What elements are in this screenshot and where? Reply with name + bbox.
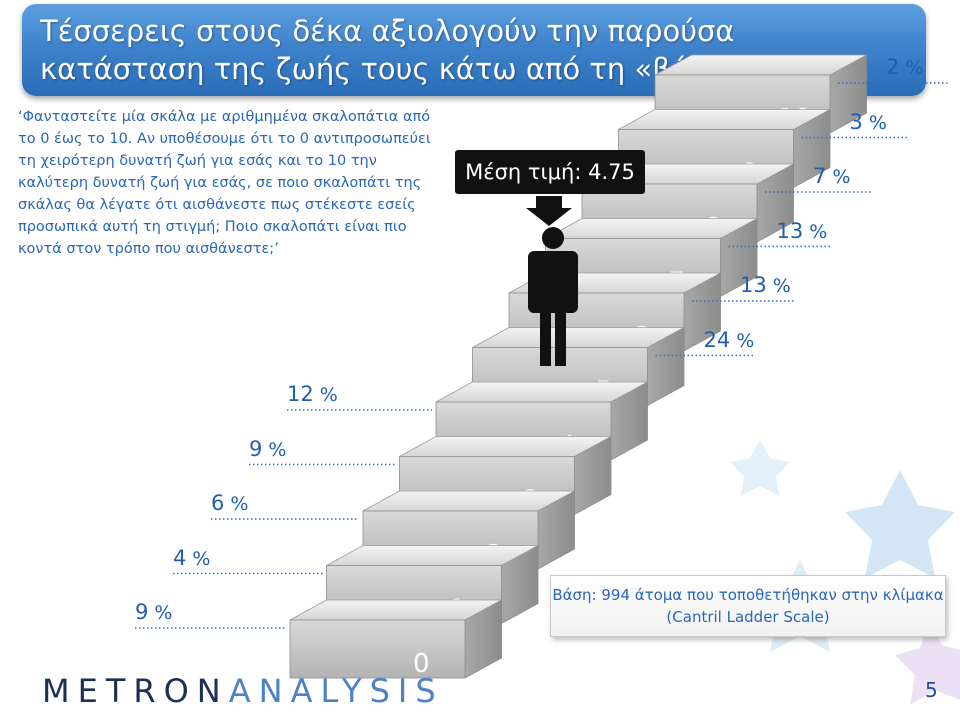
ladder-step-0 bbox=[289, 599, 502, 679]
base-note-box: Βάση: 994 άτομα που τοποθετήθηκαν στην κ… bbox=[550, 575, 946, 637]
percent-value: 3 bbox=[849, 109, 863, 134]
mean-value-box: Μέση τιμή: 4.75 bbox=[455, 150, 645, 194]
page-number: 5 bbox=[925, 678, 938, 702]
percent-value: 6 bbox=[211, 491, 225, 515]
percent-value: 7 bbox=[813, 164, 827, 188]
percent-label-2: 6% bbox=[211, 491, 249, 515]
percent-label-1: 4% bbox=[173, 545, 211, 570]
percent-value: 13 bbox=[740, 273, 767, 297]
percent-label-7: 13% bbox=[776, 218, 828, 243]
percent-value: 24 bbox=[703, 327, 731, 352]
percent-label-4: 12% bbox=[287, 382, 338, 406]
percent-value: 2 bbox=[886, 55, 900, 79]
question-text: ‘Φανταστείτε μία σκάλα με αριθμημένα σκα… bbox=[18, 109, 431, 257]
percent-value: 4 bbox=[173, 545, 187, 570]
percent-value: 12 bbox=[287, 382, 314, 406]
metron-analysis-logo: METRONANALYSIS bbox=[42, 672, 444, 710]
percent-label-10: 2% bbox=[886, 55, 924, 79]
percent-label-0: 9% bbox=[135, 600, 173, 624]
person-head-icon bbox=[542, 227, 564, 249]
step-number-label: 0 bbox=[413, 649, 430, 679]
percent-label-6: 13% bbox=[740, 273, 791, 297]
percent-label-3: 9% bbox=[249, 436, 287, 461]
percent-value: 9 bbox=[249, 436, 263, 461]
slide-title: Τέσσερεις στους δέκα αξιολογούν την παρο… bbox=[40, 14, 745, 86]
percent-label-8: 7% bbox=[813, 164, 851, 188]
percent-value: 13 bbox=[776, 218, 804, 243]
percent-value: 9 bbox=[135, 600, 149, 624]
percent-label-9: 3% bbox=[849, 109, 887, 134]
person-body-icon bbox=[528, 251, 578, 313]
arrow-down-icon bbox=[526, 196, 572, 226]
percent-label-5: 24% bbox=[703, 327, 755, 352]
